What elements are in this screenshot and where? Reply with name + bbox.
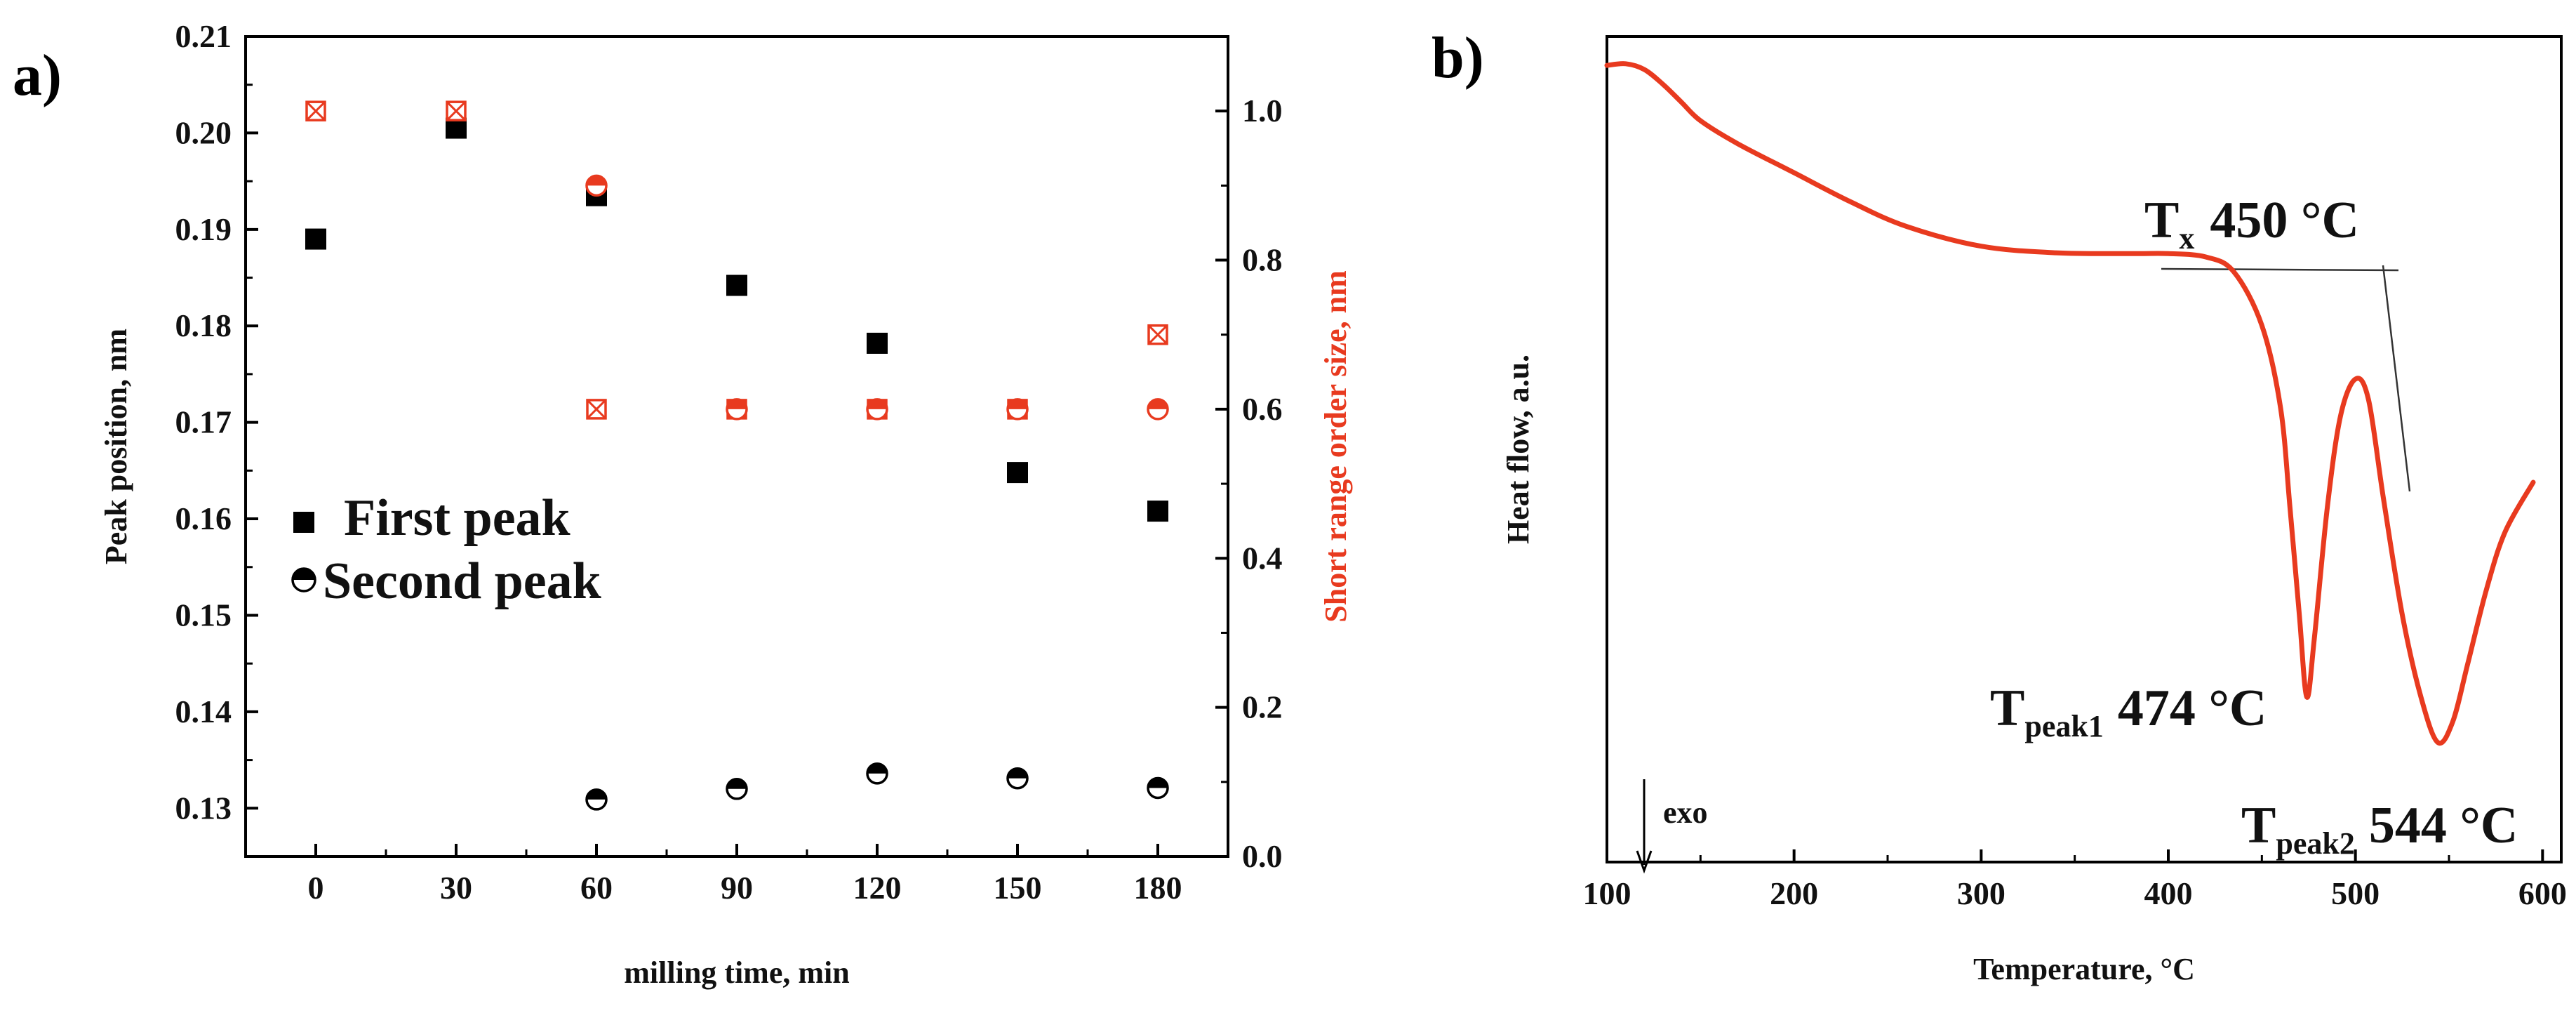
data-point-sro-second [1006,398,1029,421]
panel-b-xlabel: Temperature, °C [1973,952,2195,986]
data-point-sro-second [585,174,608,197]
panel-a-legend: First peak Second peak [291,489,602,610]
panel-a-y2label: Short range order size, nm [1319,270,1353,622]
annotation-tpeak2-sub: peak2 [2276,826,2354,861]
data-point-sro-second [726,398,748,421]
marker-fill [727,399,747,409]
data-point-second-peak [1006,767,1029,790]
panel-a-xtick-label: 90 [721,870,753,906]
marker-cross [446,101,467,121]
panel-b-xtick-label: 500 [2331,875,2380,911]
data-point-sro-second [866,398,888,421]
panel-a-y2tick-label: 0.4 [1242,540,1283,576]
exo-arrow-icon [1636,779,1653,874]
onset-tangent-lines [2161,265,2411,492]
heat-flow-curve [1604,61,2536,746]
panel-a-xtick-label: 120 [853,870,902,906]
data-point-first-peak [867,332,888,354]
panel-a-ytick-label: 0.15 [175,597,232,633]
panel-a-xtick-label: 0 [308,870,324,906]
panel-b-xtick-label: 600 [2518,875,2567,911]
annotation-tpeak1-main: T [1990,680,2024,737]
annotation-tx-value: 450 °C [2210,192,2359,249]
panel-a-ytick-label: 0.17 [175,404,232,440]
annotation-tpeak2-value: 544 °C [2369,797,2518,854]
panel-a-y2tick-label: 0.6 [1242,391,1283,427]
annotation-tpeak1: Tpeak1 474 °C [1990,680,2267,743]
panel-b-x-axis: 100 200 300 400 500 600 [1583,849,2567,911]
data-point-second-peak [1147,776,1169,800]
panel-a-y2tick-label: 0.0 [1242,838,1283,874]
panel-a-ytick-label: 0.19 [175,211,232,247]
marker-fill [1008,399,1027,409]
panel-a-xtick-label: 30 [440,870,472,906]
marker-fill [1148,778,1168,788]
data-point-sro-first [305,100,326,121]
marker-fill [587,176,606,186]
panel-a-label: a) [13,43,62,108]
panel-a-ytick-label: 0.21 [175,18,232,54]
panel-a-ytick-label: 0.13 [175,790,232,826]
annotation-tpeak2: Tpeak2 544 °C [2241,797,2518,861]
marker-fill [587,789,606,800]
legend-first-peak-label: First peak [344,489,571,547]
annotation-tx-main: T [2144,192,2179,249]
data-point-sro-first [446,100,467,121]
panel-b-xtick-label: 100 [1583,875,1631,911]
panel-a-right-axis: 0.0 0.2 0.4 0.6 0.8 1.0 [1215,35,1283,874]
marker-cross [586,399,607,419]
panel-a-ytick-label: 0.20 [175,114,232,150]
data-point-first-peak [305,228,326,250]
annotation-tx: Tx 450 °C [2144,192,2359,256]
panel-a-y2tick-label: 0.2 [1242,689,1283,725]
annotation-tpeak2-main: T [2241,797,2276,854]
data-point-first-peak [1007,462,1028,484]
data-point-sro-second [1147,398,1169,421]
marker-fill [1148,399,1168,409]
data-point-first-peak [1147,501,1168,522]
data-point-first-peak [726,274,747,296]
panel-b-label: b) [1432,25,1484,91]
panel-a: a) 0.130.140.150.160.170.180.190.200.21 … [13,18,1353,990]
panel-a-xtick-label: 150 [994,870,1042,906]
exo-label: exo [1663,795,1708,830]
panel-a-data-points [305,100,1169,811]
panel-a-ytick-label: 0.14 [175,694,232,729]
panel-a-xtick-label: 180 [1134,870,1182,906]
marker-fill [867,399,887,409]
panel-a-xtick-label: 60 [580,870,613,906]
panel-a-y2tick-label: 1.0 [1242,93,1283,128]
panel-b-ylabel: Heat flow, a.u. [1501,355,1535,544]
panel-a-left-axis: 0.13 0.14 0.15 0.16 0.17 0.18 0.19 0.20 0.21 [175,18,258,858]
data-point-second-peak [585,788,608,811]
panel-a-ytick-label: 0.16 [175,501,232,536]
legend-first-peak-marker [293,512,314,533]
panel-a-ylabel: Peak position, nm [99,329,133,564]
marker-fill [867,763,887,774]
panel-a-x-axis: 0 30 60 90 120 150 180 [244,844,1229,906]
annotation-tpeak1-value: 474 °C [2118,680,2267,737]
marker-fill [727,779,747,789]
panel-a-xlabel: milling time, min [624,955,849,990]
legend-second-peak-marker [291,567,316,592]
panel-b-xtick-label: 400 [2144,875,2193,911]
data-point-second-peak [726,778,748,800]
panel-a-ytick-label: 0.18 [175,307,232,343]
legend-second-peak-label: Second peak [323,552,602,610]
data-point-sro-first [1147,324,1168,345]
marker-fill [1008,768,1027,779]
marker-cross [305,101,326,121]
panel-b-xtick-label: 200 [1770,875,1818,911]
panel-b-plot-frame [1606,35,2563,863]
data-point-second-peak [866,762,888,785]
panel-b-xtick-label: 300 [1957,875,2006,911]
annotation-tx-sub: x [2179,221,2194,256]
data-point-sro-first [586,399,607,420]
panel-a-y2tick-label: 0.8 [1242,242,1283,278]
panel-b: b) 100 200 300 400 500 600 Temperature, °C He… [1432,25,2567,986]
marker-cross [1147,324,1168,345]
panel-a-plot-frame [244,35,1229,858]
annotation-tpeak1-sub: peak1 [2024,709,2103,743]
